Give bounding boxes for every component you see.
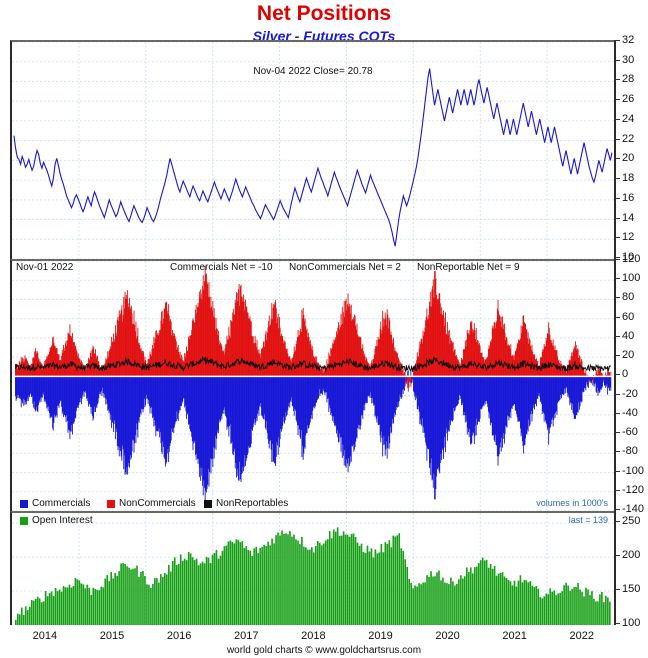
- legend-label: Open Interest: [32, 515, 93, 526]
- price-panel: Nov-04 2022 Close= 20.78: [10, 40, 614, 259]
- legend-label: NonCommercials: [119, 498, 196, 509]
- axis-tick-label: 200: [622, 549, 641, 562]
- axis-tick-label: 26: [622, 93, 635, 106]
- axis-tick-label: 18: [622, 172, 635, 185]
- axis-tick-label: 28: [622, 73, 635, 86]
- axis-tick-label: 22: [622, 132, 635, 145]
- axis-tick-label: -120: [622, 483, 645, 496]
- legend-noncommercials: NonCommercials: [107, 498, 196, 509]
- nonreportable-net-label: NonReportable Net = 9: [417, 262, 520, 273]
- net-date-label: Nov-01 2022: [16, 262, 74, 273]
- axis-tick-label: 60: [622, 310, 635, 323]
- legend-swatch-icon: [107, 499, 115, 508]
- axis-tick-label: 24: [622, 112, 635, 125]
- price-header: Nov-04 2022 Close= 20.78: [253, 66, 373, 77]
- open-interest-plot: [12, 513, 614, 625]
- legend-label: Commercials: [32, 498, 91, 509]
- axis-tick-label: 40: [622, 329, 635, 342]
- x-axis-tick-label: 2020: [435, 630, 460, 642]
- credit-footer: world gold charts © www.goldchartsrus.co…: [226, 645, 422, 656]
- units-note: volumes in 1000's: [536, 498, 608, 508]
- x-axis-tick-label: 2021: [502, 630, 527, 642]
- axis-tick-label: 80: [622, 291, 635, 304]
- x-axis-tick-label: 2017: [233, 630, 259, 642]
- legend-swatch-icon: [20, 499, 28, 508]
- legend-swatch-icon: [204, 499, 212, 508]
- noncommercials-net-label: NonCommercials Net = 2: [289, 262, 401, 273]
- last-value-note: last = 139: [568, 515, 608, 525]
- x-axis-tick-label: 2014: [32, 630, 58, 642]
- axis-tick-label: 150: [622, 583, 641, 596]
- axis-tick-label: 10: [622, 251, 635, 263]
- legend-commercials: Commercials: [20, 498, 90, 509]
- legend-swatch-icon: [20, 516, 28, 525]
- net-positions-panel: Nov-01 2022 Commercials Net = -10 NonCom…: [10, 259, 614, 511]
- axis-tick-label: 30: [622, 53, 635, 66]
- axis-tick-label: 250: [622, 515, 641, 528]
- price-y-axis: 10 12 14 16 18 20 22 24 26 28 30 32: [614, 34, 648, 263]
- net-positions-y-axis: -140 -120 -100 -80 -60 -40 -20 0 20 40 60 80 100 120: [614, 253, 648, 515]
- x-axis-labels: 2014 2015 2016 2017 2018 2019 2020 2021 2022: [0, 630, 648, 644]
- net-positions-plot: [12, 261, 614, 511]
- legend-label: NonReportables: [216, 498, 289, 509]
- axis-tick-label: 0: [622, 368, 629, 381]
- axis-tick-label: -40: [622, 406, 638, 419]
- axis-tick-label: -80: [622, 445, 638, 458]
- axis-tick-label: 20: [622, 349, 635, 362]
- open-interest-panel: Open Interest last = 139: [10, 511, 614, 625]
- axis-tick-label: 32: [622, 34, 635, 46]
- x-axis-tick-label: 2019: [368, 630, 393, 642]
- x-axis-tick-label: 2022: [569, 630, 595, 642]
- axis-tick-label: 100: [622, 272, 641, 285]
- page-title: Net Positions: [256, 2, 392, 25]
- axis-tick-label: -140: [622, 503, 645, 515]
- legend-open-interest: Open Interest: [20, 515, 93, 526]
- axis-tick-label: -60: [622, 426, 638, 439]
- axis-tick-label: -20: [622, 387, 638, 400]
- axis-tick-label: 14: [622, 211, 635, 224]
- x-axis-tick-label: 2016: [166, 630, 192, 642]
- legend-nonreportables: NonReportables: [204, 498, 288, 509]
- axis-tick-label: 20: [622, 152, 635, 165]
- commercials-net-label: Commercials Net = -10: [170, 262, 273, 273]
- axis-tick-label: -100: [622, 464, 645, 477]
- price-plot: [12, 42, 614, 259]
- x-axis-tick-label: 2018: [301, 630, 326, 642]
- axis-tick-label: 120: [622, 253, 641, 265]
- open-interest-y-axis: 100 150 200 250: [614, 511, 648, 629]
- axis-tick-label: 12: [622, 231, 635, 244]
- x-axis-tick-label: 2015: [99, 630, 125, 642]
- axis-tick-label: 16: [622, 191, 635, 204]
- axis-tick-label: 100: [622, 617, 641, 629]
